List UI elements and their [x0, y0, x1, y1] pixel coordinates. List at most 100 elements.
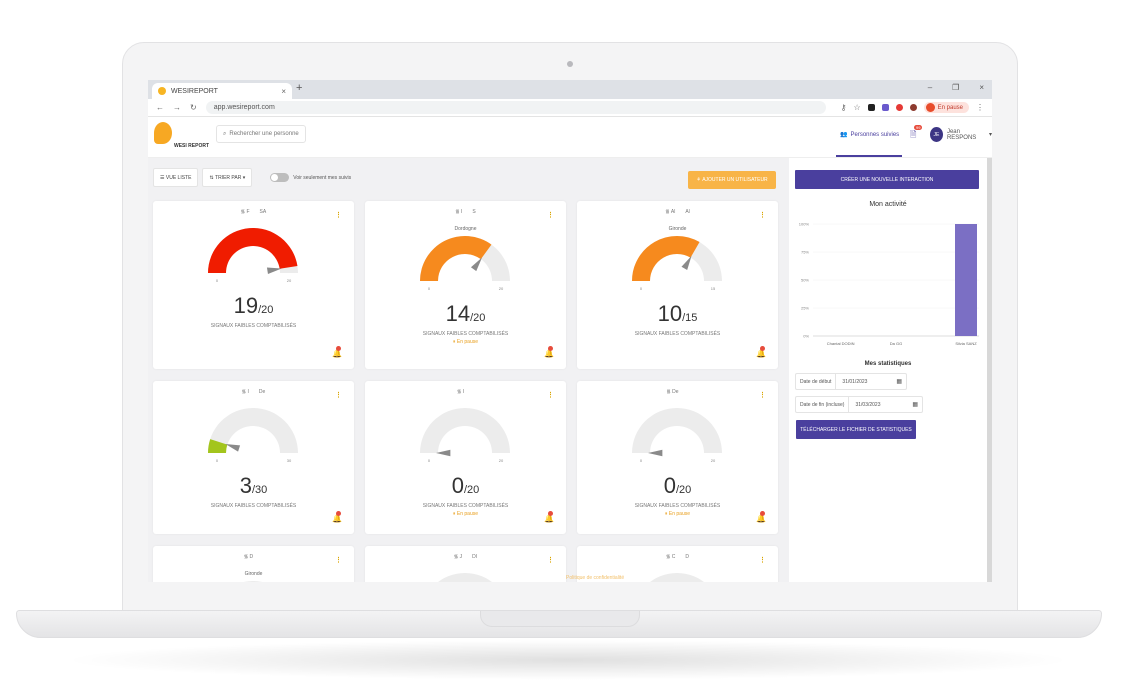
person-name-text: Al Al: [670, 209, 690, 215]
follow-only-toggle[interactable]: [270, 173, 290, 182]
search-input[interactable]: ⌕ Rechercher une personne: [216, 125, 306, 143]
wifi-icon: ᯾: [665, 209, 671, 215]
add-user-button[interactable]: ⚘ AJOUTER UN UTILISATEUR: [688, 171, 776, 189]
main-content: ☰ VUE LISTE ⇅ TRIER PAR ▾ Voir seulement…: [148, 158, 788, 582]
gauge-track: [632, 407, 722, 453]
person-name: ᯾ I S: [365, 209, 566, 215]
close-tab-icon[interactable]: ×: [281, 86, 286, 96]
sort-button[interactable]: ⇅ TRIER PAR ▾: [202, 168, 253, 187]
gauge-fill: [420, 236, 492, 281]
person-card[interactable]: ᯾ Al Al ⋮ Gironde 0 15 10/15 SIGNAUX FAIBLES C…: [577, 201, 778, 369]
score-value: 0: [663, 473, 676, 498]
browser-tab[interactable]: WESIREPORT ×: [152, 83, 292, 99]
extension-icon[interactable]: [895, 104, 903, 111]
person-name-text: I S: [460, 209, 476, 215]
new-tab-icon[interactable]: +: [296, 82, 303, 94]
activity-chart: 0% 25% 50% 75% 100% Chantal DODIN Da GG Silvia …: [799, 222, 979, 346]
score-gauge: 0 20: [420, 407, 510, 463]
more-options-icon[interactable]: ⋮: [759, 557, 766, 564]
scrollbar[interactable]: [987, 158, 992, 582]
more-options-icon[interactable]: ⋮: [335, 212, 342, 219]
wifi-icon: ᯾: [666, 389, 673, 395]
gauge-fill: [632, 236, 700, 281]
reload-icon[interactable]: ↻: [190, 103, 197, 112]
logo-icon[interactable]: [154, 122, 172, 144]
end-date-field[interactable]: Date de fin (incluse) 31/03/2023 ▦: [795, 396, 923, 413]
add-user-icon: ⚘: [696, 177, 703, 183]
wifi-icon: ᯾: [456, 389, 463, 395]
bell-icon[interactable]: 🔔: [544, 346, 554, 358]
url-field[interactable]: app.wesireport.com: [205, 101, 826, 114]
notifications-button[interactable]: 🗎 99: [910, 125, 923, 143]
user-menu[interactable]: JE Jean RESPONS ▾: [930, 127, 992, 142]
score-max: /20: [675, 484, 692, 496]
start-date-field[interactable]: Date de début 31/01/2023 ▦: [795, 373, 907, 390]
persons-followed-link[interactable]: 👥 Personnes suivies: [840, 131, 899, 139]
person-card[interactable]: ᯾ C D ⋮: [577, 546, 778, 582]
more-options-icon[interactable]: ⋮: [759, 212, 766, 219]
person-card[interactable]: ᯾ F SA ⋮ 0 20 19/20 SIGNAUX FAIBLES COMPTABIL…: [153, 201, 354, 369]
more-options-icon[interactable]: ⋮: [547, 392, 554, 399]
person-name: ᯾ F SA: [153, 209, 354, 215]
person-card[interactable]: ᯾ De ⋮ 0 20 0/20 SIGNAUX FAIBLES COMPTABILIS…: [577, 381, 778, 534]
bell-icon[interactable]: 🔔: [756, 346, 766, 358]
extension-icon[interactable]: [909, 104, 917, 111]
more-options-icon[interactable]: ⋮: [759, 392, 766, 399]
calendar-icon[interactable]: ▦: [896, 379, 902, 385]
gauge-min-label: 0: [428, 286, 431, 291]
gauge-fill: [208, 439, 228, 453]
person-card[interactable]: ᯾ I S ⋮ Dordogne 0 20 14/20 SIGNAUX FAIBLES CO…: [365, 201, 566, 369]
extension-icon[interactable]: [881, 104, 889, 111]
more-options-icon[interactable]: ⋮: [335, 557, 342, 564]
extension-icon[interactable]: [867, 104, 875, 111]
window-controls: – ❐ ×: [928, 83, 984, 92]
back-icon[interactable]: ←: [156, 103, 164, 112]
person-card[interactable]: ᯾ J DI ⋮: [365, 546, 566, 582]
paused-text: En pause: [456, 511, 479, 517]
calendar-icon[interactable]: ▦: [912, 402, 918, 408]
more-options-icon[interactable]: ⋮: [335, 392, 342, 399]
maximize-icon[interactable]: ❐: [952, 83, 960, 92]
paused-status: ⏸ En pause: [365, 339, 566, 345]
logo-text: WESI REPORT: [174, 143, 210, 149]
activity-title: Mon activité: [869, 201, 907, 208]
profile-chip[interactable]: En pause: [923, 102, 969, 113]
privacy-link[interactable]: Politique de confidentialité: [566, 575, 625, 581]
list-view-button[interactable]: ☰ VUE LISTE: [153, 168, 199, 187]
profile-status: En pause: [937, 104, 963, 111]
create-interaction-button[interactable]: CRÉER UNE NOUVELLE INTERACTION: [795, 170, 979, 189]
bell-icon[interactable]: 🔔: [332, 346, 342, 358]
bell-icon[interactable]: 🔔: [756, 511, 766, 523]
pause-icon: ⏸: [452, 511, 457, 517]
bell-badge: [760, 346, 766, 351]
start-date-value: 31/01/2023: [842, 378, 868, 385]
bell-icon[interactable]: 🔔: [544, 511, 554, 523]
more-options-icon[interactable]: ⋮: [547, 557, 554, 564]
chevron-down-icon: ▾: [988, 132, 992, 138]
bell-icon[interactable]: 🔔: [332, 511, 342, 523]
minimize-icon[interactable]: –: [927, 83, 933, 92]
key-icon[interactable]: ⚷: [840, 103, 847, 112]
star-icon[interactable]: ☆: [853, 103, 861, 112]
gauge-min-label: 0: [428, 458, 431, 463]
score-gauge: 0 20: [420, 235, 510, 291]
paused-status: ⏸ En pause: [365, 511, 566, 517]
download-stats-button[interactable]: TÉLÉCHARGER LE FICHIER DE STATISTIQUES: [796, 420, 916, 439]
department: Gironde: [668, 226, 687, 232]
person-name-text: I De: [247, 389, 266, 395]
gauge-min-label: 0: [216, 278, 219, 283]
bell-badge: [548, 346, 554, 351]
wifi-icon: ᯾: [666, 554, 672, 560]
person-card[interactable]: ᯾ I ⋮ 0 20 0/20 SIGNAUX FAIBLES COMPTABILISÉ…: [365, 381, 566, 534]
x-tick-label: Da GG: [890, 341, 902, 346]
person-card[interactable]: ᯾ I De ⋮ 0 30 3/30 SIGNAUX FAIBLES COMPTABILI…: [153, 381, 354, 534]
forward-icon[interactable]: →: [173, 103, 181, 112]
person-card[interactable]: ᯾ D ⋮ Gironde: [153, 546, 354, 582]
close-window-icon[interactable]: ×: [979, 83, 984, 92]
menu-icon[interactable]: ⋮: [976, 103, 984, 112]
gauge-needle: [470, 257, 483, 272]
wifi-icon: ᯾: [240, 209, 247, 215]
stats-title: Mes statistiques: [864, 361, 912, 367]
more-options-icon[interactable]: ⋮: [547, 212, 554, 219]
laptop-base: [16, 610, 1102, 638]
